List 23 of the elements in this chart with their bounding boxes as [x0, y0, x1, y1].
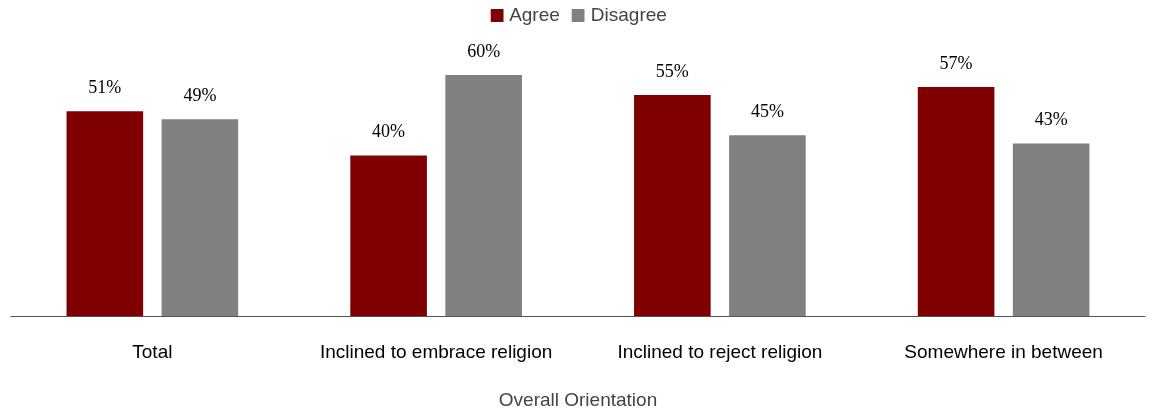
bar: [66, 111, 144, 317]
legend-label: Agree: [509, 4, 560, 26]
bar: [634, 95, 711, 317]
x-tick-label: Inclined to reject religion: [617, 340, 823, 362]
data-label: 49%: [183, 85, 217, 106]
data-label: 40%: [372, 121, 406, 142]
data-label: 57%: [939, 53, 973, 74]
x-tick-label: Somewhere in between: [904, 340, 1103, 362]
bar: [350, 155, 427, 317]
data-label: 55%: [655, 61, 689, 82]
x-tick-label: Inclined to embrace religion: [319, 340, 553, 362]
data-label: 51%: [88, 77, 122, 98]
bar: [917, 87, 995, 317]
legend-label: Disagree: [590, 4, 667, 26]
bar: [445, 74, 522, 317]
data-label: 43%: [1034, 109, 1068, 130]
data-label: 60%: [467, 40, 501, 61]
bar: [729, 135, 806, 317]
bar: [161, 119, 239, 317]
data-label: 45%: [750, 101, 784, 122]
x-axis-title: Overall Orientation: [498, 388, 658, 410]
x-tick-label: Total: [132, 340, 173, 362]
bar: [1012, 143, 1090, 317]
